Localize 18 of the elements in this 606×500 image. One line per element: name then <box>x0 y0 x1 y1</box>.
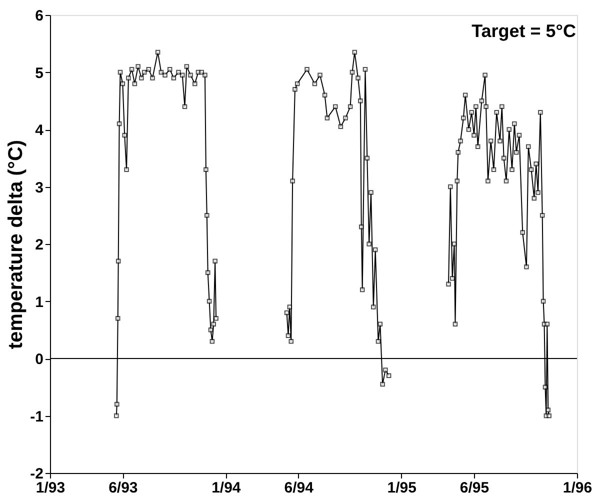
x-tick-label: 6/95 <box>460 480 490 496</box>
annotation: Target = 5°C <box>472 21 576 41</box>
y-tick-label: 0 <box>35 351 44 368</box>
y-tick-label: 6 <box>35 8 44 24</box>
y-tick-label: 3 <box>35 179 44 196</box>
y-tick-label: 1 <box>35 294 44 311</box>
x-tick-label: 1/96 <box>562 480 592 496</box>
y-axis-title: temperature delta (°C) <box>5 140 28 350</box>
x-tick-label: 1/93 <box>36 480 66 496</box>
y-tick-label: 5 <box>35 64 44 82</box>
y-tick-label: -1 <box>30 408 44 426</box>
y-tick-label: -2 <box>30 466 44 482</box>
x-tick-label: 1/95 <box>387 480 416 496</box>
y-tick-label: 4 <box>35 122 44 139</box>
x-tick-label: 6/94 <box>284 480 314 496</box>
y-tick-label: 2 <box>35 236 44 254</box>
x-tick-label: 1/94 <box>212 480 242 496</box>
x-tick-label: 6/93 <box>108 480 138 496</box>
